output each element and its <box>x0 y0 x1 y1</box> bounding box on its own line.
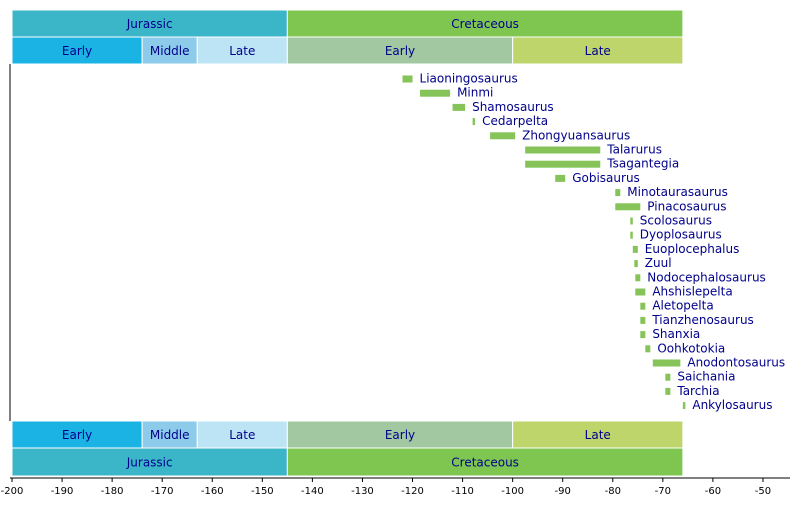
bar-label: Aletopelta <box>652 299 713 313</box>
bar-label: Tianzhenosaurus <box>651 313 754 327</box>
epoch-label: Late <box>229 44 255 58</box>
epoch <box>286 36 514 65</box>
epoch <box>512 420 684 449</box>
bar-label: Shamosaurus <box>472 100 554 114</box>
period <box>286 447 684 477</box>
x-tick-label: -70 <box>655 486 671 497</box>
bar <box>640 331 646 339</box>
period-label: Jurassic <box>126 456 173 470</box>
bar <box>634 260 638 268</box>
bar <box>635 288 646 296</box>
bar <box>420 89 451 97</box>
bar-label: Saichania <box>677 370 735 384</box>
x-tick-label: -110 <box>451 486 474 497</box>
x-tick-label: -200 <box>1 486 24 497</box>
bar <box>630 217 633 225</box>
bar <box>555 174 566 182</box>
bar <box>640 316 646 324</box>
x-tick-label: -90 <box>555 486 571 497</box>
epoch-label: Late <box>585 44 611 58</box>
period <box>286 9 684 38</box>
bar <box>632 245 638 253</box>
bar <box>682 402 686 410</box>
x-tick-label: -50 <box>755 486 771 497</box>
bar-label: Tsagantegia <box>606 157 679 171</box>
bar <box>402 75 413 83</box>
period-label: Cretaceous <box>451 17 519 31</box>
x-tick-label: -150 <box>251 486 274 497</box>
epoch-label: Late <box>585 428 611 442</box>
epoch <box>141 36 198 65</box>
epoch-label: Early <box>62 44 92 58</box>
bar <box>630 231 633 239</box>
x-tick-label: -140 <box>301 486 324 497</box>
x-tick-label: -180 <box>101 486 124 497</box>
bar-label: Minotaurasaurus <box>627 185 728 199</box>
epoch <box>11 36 143 65</box>
bar-label: Nodocephalosaurus <box>647 270 766 284</box>
period-label: Jurassic <box>126 17 173 31</box>
epoch-label: Middle <box>150 428 190 442</box>
x-tick-label: -170 <box>151 486 174 497</box>
x-tick-label: -160 <box>201 486 224 497</box>
period <box>11 9 288 38</box>
bar-label: Zuul <box>645 256 672 270</box>
epoch-label: Early <box>62 428 92 442</box>
bar-label: Ankylosaurus <box>692 398 772 412</box>
x-tick-label: -190 <box>51 486 74 497</box>
bar-label: Euoplocephalus <box>645 242 740 256</box>
bar <box>665 387 671 395</box>
bar-label: Scolosaurus <box>640 214 712 228</box>
bar <box>652 359 681 367</box>
bar-label: Anodontosaurus <box>687 356 785 370</box>
bar <box>525 160 601 168</box>
bar <box>640 302 646 310</box>
epoch-label: Late <box>229 428 255 442</box>
epoch-label: Middle <box>150 44 190 58</box>
bar <box>490 132 516 140</box>
epoch-label: Early <box>385 428 415 442</box>
bar <box>615 189 621 197</box>
bar-label: Oohkotokia <box>657 341 725 355</box>
epoch <box>286 420 514 449</box>
bar <box>452 103 466 111</box>
bar-label: Talarurus <box>606 143 662 157</box>
bar <box>615 203 641 211</box>
x-tick-label: -60 <box>705 486 721 497</box>
bar-label: Zhongyuansaurus <box>522 128 630 142</box>
bar <box>525 146 601 154</box>
bar-label: Dyoplosaurus <box>640 228 722 242</box>
bar-label: Tarchia <box>676 384 719 398</box>
bar-label: Cedarpelta <box>482 114 548 128</box>
period-label: Cretaceous <box>451 456 519 470</box>
epoch <box>512 36 684 65</box>
epoch-label: Early <box>385 44 415 58</box>
bar <box>665 373 671 381</box>
x-tick-label: -130 <box>351 486 374 497</box>
bar-label: Pinacosaurus <box>647 199 726 213</box>
bar <box>635 274 641 282</box>
bar <box>645 345 651 353</box>
bar-label: Liaoningosaurus <box>420 72 518 86</box>
bar-label: Minmi <box>457 86 493 100</box>
bar <box>472 118 476 126</box>
bar-label: Ahshislepelta <box>652 285 732 299</box>
bar-label: Shanxia <box>652 327 700 341</box>
bar-label: Gobisaurus <box>572 171 640 185</box>
x-tick-label: -100 <box>501 486 524 497</box>
x-tick-label: -80 <box>605 486 621 497</box>
x-tick-label: -120 <box>401 486 424 497</box>
